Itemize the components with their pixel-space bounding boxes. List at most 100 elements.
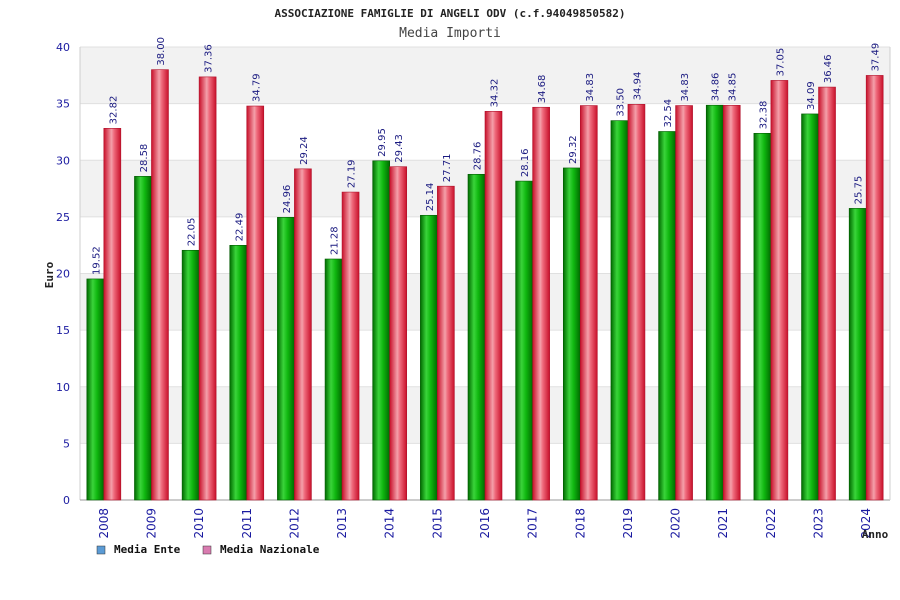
data-label-media-nazionale-2023: 36.46 xyxy=(823,54,834,83)
data-label-media-ente-2015: 25.14 xyxy=(425,183,436,212)
data-label-media-ente-2021: 34.86 xyxy=(711,73,722,102)
bars xyxy=(86,69,884,501)
bar-media-nazionale-2021 xyxy=(722,105,741,501)
x-tick-label-2022: 2022 xyxy=(764,508,778,539)
bar-media-ente-2010 xyxy=(181,249,200,501)
y-axis-label: Euro xyxy=(43,261,56,288)
bar-media-ente-2017 xyxy=(515,180,533,501)
x-tick-label-2011: 2011 xyxy=(240,508,254,539)
data-label-media-nazionale-2010: 37.36 xyxy=(204,44,215,73)
chart-subtitle: Media Importi xyxy=(399,26,501,41)
bar-media-nazionale-2024 xyxy=(865,75,884,501)
x-tick-label-2008: 2008 xyxy=(97,508,111,539)
bar-media-nazionale-2020 xyxy=(675,105,693,501)
x-tick-label-2016: 2016 xyxy=(478,508,492,539)
bar-media-ente-2020 xyxy=(658,131,676,501)
x-tick-label-2021: 2021 xyxy=(716,508,730,539)
data-label-media-ente-2017: 28.16 xyxy=(520,148,531,177)
data-label-media-nazionale-2021: 34.85 xyxy=(728,73,739,102)
bar-media-nazionale-2018 xyxy=(579,105,598,501)
data-label-media-ente-2011: 22.49 xyxy=(234,213,245,242)
bar-media-ente-2011 xyxy=(229,245,248,501)
y-axis-ticks: 0 5 10 15 20 25 30 35 40 xyxy=(56,41,70,507)
data-label-media-ente-2020: 32.54 xyxy=(663,99,674,128)
bar-media-ente-2015 xyxy=(420,214,438,501)
y-tick-label: 25 xyxy=(56,211,70,224)
bar-media-ente-2008 xyxy=(86,278,105,501)
x-tick-label-2015: 2015 xyxy=(430,508,444,539)
x-tick-label-2009: 2009 xyxy=(144,508,158,539)
y-tick-label: 30 xyxy=(56,154,70,167)
legend-label-media-ente: Media Ente xyxy=(114,543,181,556)
x-axis-label: Anno xyxy=(862,528,889,541)
y-tick-label: 40 xyxy=(56,41,70,54)
bar-media-ente-2018 xyxy=(562,167,581,501)
bar-media-nazionale-2011 xyxy=(246,105,265,501)
bar-media-nazionale-2014 xyxy=(389,166,408,501)
data-label-media-nazionale-2013: 27.19 xyxy=(347,159,358,188)
x-tick-label-2023: 2023 xyxy=(812,508,826,539)
x-axis-ticks: 2008 2009 2010 2011 2012 2013 2014 2015 2016 2017… xyxy=(97,508,873,539)
x-tick-label-2018: 2018 xyxy=(573,508,587,539)
data-label-media-ente-2019: 33.50 xyxy=(615,88,626,117)
data-label-media-ente-2024: 25.75 xyxy=(854,176,865,205)
legend-label-media-nazionale: Media Nazionale xyxy=(220,543,320,556)
data-label-media-ente-2008: 19.52 xyxy=(91,246,102,275)
bar-media-ente-2013 xyxy=(324,258,343,501)
y-tick-label: 0 xyxy=(63,494,70,507)
bar-media-nazionale-2016 xyxy=(484,111,503,501)
x-tick-label-2017: 2017 xyxy=(526,508,540,539)
legend: Media Ente Media Nazionale xyxy=(96,543,320,556)
x-tick-label-2024: 2024 xyxy=(859,508,873,539)
y-tick-label: 15 xyxy=(56,324,70,337)
data-label-media-nazionale-2018: 34.83 xyxy=(585,73,596,102)
bar-media-nazionale-2012 xyxy=(294,168,312,501)
y-tick-label: 5 xyxy=(63,437,70,450)
data-label-media-nazionale-2015: 27.71 xyxy=(442,154,453,183)
bar-media-ente-2016 xyxy=(467,173,486,501)
data-label-media-ente-2013: 21.28 xyxy=(330,226,341,255)
bar-media-nazionale-2017 xyxy=(532,106,550,501)
data-label-media-ente-2014: 29.95 xyxy=(377,128,388,157)
y-tick-label: 20 xyxy=(56,268,70,281)
y-tick-label: 35 xyxy=(56,98,70,111)
data-label-media-ente-2023: 34.09 xyxy=(806,81,817,110)
bar-media-nazionale-2008 xyxy=(103,128,122,501)
bar-media-nazionale-2019 xyxy=(627,104,646,501)
x-tick-label-2014: 2014 xyxy=(383,508,397,539)
data-label-media-ente-2012: 24.96 xyxy=(282,185,293,214)
bar-media-ente-2014 xyxy=(372,160,391,501)
data-label-media-nazionale-2011: 34.79 xyxy=(251,73,262,102)
data-label-media-nazionale-2012: 29.24 xyxy=(299,136,310,165)
x-tick-label-2010: 2010 xyxy=(192,508,206,539)
data-labels: 19.52 32.82 28.58 38.00 22.05 37.36 22.49 34.79… xyxy=(91,37,881,275)
bar-media-nazionale-2015 xyxy=(437,185,455,501)
bar-media-nazionale-2023 xyxy=(818,86,836,501)
data-label-media-nazionale-2008: 32.82 xyxy=(108,96,119,125)
bar-media-ente-2022 xyxy=(753,132,772,501)
bar-media-ente-2021 xyxy=(705,104,724,501)
data-label-media-nazionale-2009: 38.00 xyxy=(156,37,167,66)
data-label-media-nazionale-2020: 34.83 xyxy=(680,73,691,102)
data-label-media-ente-2010: 22.05 xyxy=(187,218,198,247)
data-label-media-ente-2016: 28.76 xyxy=(473,142,484,171)
data-label-media-nazionale-2022: 37.05 xyxy=(775,48,786,77)
chart-title: ASSOCIAZIONE FAMIGLIE DI ANGELI ODV (c.f… xyxy=(275,7,626,20)
bar-media-nazionale-2022 xyxy=(770,80,789,501)
data-label-media-ente-2018: 29.32 xyxy=(568,135,579,164)
data-label-media-nazionale-2014: 29.43 xyxy=(394,134,405,163)
bar-media-nazionale-2013 xyxy=(341,191,360,501)
data-label-media-ente-2009: 28.58 xyxy=(139,144,150,173)
data-label-media-nazionale-2017: 34.68 xyxy=(537,75,548,104)
data-label-media-nazionale-2019: 34.94 xyxy=(632,72,643,101)
y-tick-label: 10 xyxy=(56,381,70,394)
bar-media-ente-2012 xyxy=(277,217,295,501)
legend-swatch-media-nazionale xyxy=(202,545,212,555)
x-tick-label-2020: 2020 xyxy=(669,508,683,539)
bar-media-nazionale-2009 xyxy=(151,69,169,501)
data-label-media-nazionale-2024: 37.49 xyxy=(871,43,882,72)
data-label-media-ente-2022: 32.38 xyxy=(758,101,769,130)
bar-media-ente-2019 xyxy=(610,120,629,501)
bar-media-nazionale-2010 xyxy=(198,76,217,501)
data-label-media-nazionale-2016: 34.32 xyxy=(490,79,501,108)
